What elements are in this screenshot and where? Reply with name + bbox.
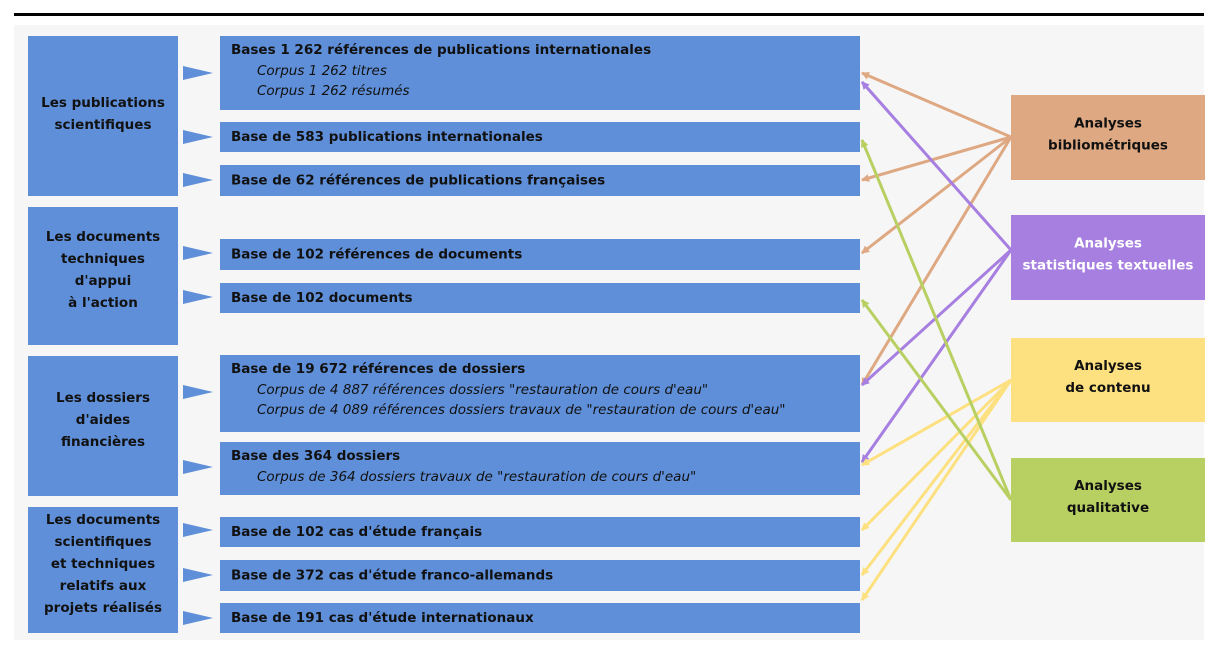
category-label: scientifiques [55,117,152,133]
analysis-label: qualitative [1067,500,1149,516]
analysis-label: statistiques textuelles [1023,258,1194,274]
base-box [220,603,860,633]
category-label: Les publications [41,95,165,111]
link-arrow [861,135,1012,182]
base-title: Bases 1 262 références de publications i… [231,42,651,58]
category-label: et techniques [51,556,155,572]
category-label: relatifs aux [60,578,147,594]
pointer [183,523,213,537]
base-box [220,560,860,591]
base-subtitle: Corpus 1 262 titres [257,63,387,79]
pointer [183,460,213,474]
category-box [28,36,178,196]
base-subtitle: Corpus 1 262 résumés [257,83,410,99]
base-box [220,36,860,110]
category-label: Les documents [46,229,160,245]
analysis-label: Analyses [1074,116,1142,132]
link-arrow [860,139,1013,501]
base-box [220,239,860,270]
link-arrow [860,378,1013,532]
analysis-box [1011,95,1205,180]
top-rule [14,13,1204,16]
link-arrow [861,71,1012,139]
category-label: scientifiques [55,534,152,550]
analysis-box [1011,215,1205,300]
category-label: d'appui [75,273,131,289]
analysis-label: Analyses [1074,358,1142,374]
category-label: projets réalisés [44,600,162,616]
pointer [183,385,213,399]
base-title: Base de 583 publications internationales [231,129,543,145]
link-arrow [860,299,1013,501]
category-label: financières [61,434,145,450]
link-arrow [860,379,1013,601]
base-box [220,355,860,432]
pointer [183,611,213,625]
pointer [183,173,213,187]
pointer [183,290,213,304]
base-title: Base de 102 documents [231,290,413,306]
base-title: Base de 191 cas d'étude internationaux [231,610,534,626]
base-subtitle: Corpus de 4 887 références dossiers "res… [257,382,708,398]
base-box [220,283,860,313]
base-box [220,517,860,547]
base-title: Base de 372 cas d'étude franco-allemands [231,568,553,584]
pointer [183,246,213,260]
link-arrow [861,378,1012,467]
base-box [220,442,860,495]
category-label: techniques [61,251,145,267]
category-box [28,207,178,345]
analysis-box [1011,458,1205,542]
analysis-box [1011,338,1205,422]
base-title: Base des 364 dossiers [231,448,400,464]
analysis-label: bibliométriques [1048,138,1168,154]
category-label: Les documents [46,512,160,528]
base-title: Base de 102 cas d'étude français [231,524,482,540]
category-label: d'aides [76,412,130,428]
category-box [28,507,178,633]
base-title: Base de 62 références de publications fr… [231,173,605,189]
base-subtitle: Corpus de 364 dossiers travaux de "resta… [257,469,696,485]
category-label: à l'action [68,295,138,311]
base-title: Base de 19 672 références de dossiers [231,361,525,377]
analysis-label: de contenu [1065,380,1150,396]
link-arrow [860,136,1013,386]
analysis-label: Analyses [1074,236,1142,252]
category-box [28,356,178,496]
analysis-label: Analyses [1074,478,1142,494]
pointer [183,130,213,144]
pointer [183,66,213,80]
link-arrow [860,81,1013,251]
pointer [183,568,213,582]
base-box [220,165,860,196]
category-label: Les dossiers [56,390,150,406]
link-arrow [860,249,1013,463]
base-subtitle: Corpus de 4 089 références dossiers trav… [257,402,785,418]
link-arrow [860,379,1013,576]
base-title: Base de 102 références de documents [231,247,522,263]
link-arrow [861,135,1012,255]
base-box [220,122,860,152]
